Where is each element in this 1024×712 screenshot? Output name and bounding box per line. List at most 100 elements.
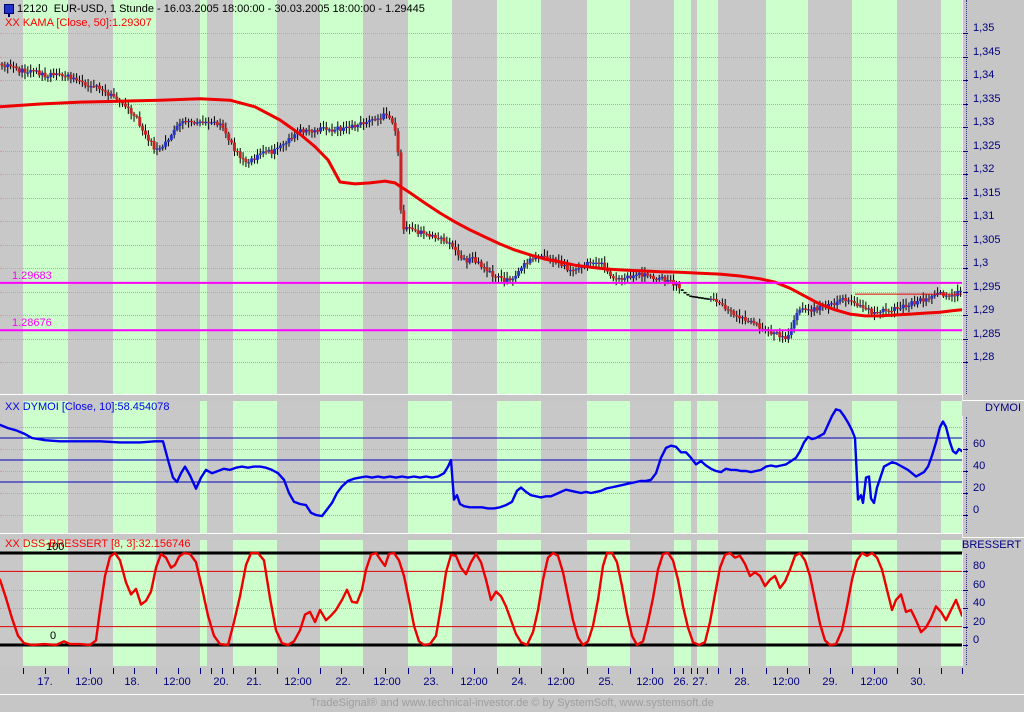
candle-body — [898, 308, 902, 310]
candle-body — [910, 301, 914, 306]
candle-body — [563, 265, 567, 267]
candle-body — [631, 275, 635, 279]
dotted-gridline — [0, 515, 962, 516]
time-axis-tick — [630, 668, 631, 674]
candle-body — [63, 76, 67, 78]
time-axis-tick — [156, 668, 157, 674]
bressert-indicator-label[interactable]: XX DSS-BRESSERT [8, 3]:32.156746 — [5, 538, 191, 550]
time-axis-tick — [519, 668, 520, 674]
candle-body — [95, 85, 99, 87]
candle-body — [281, 144, 285, 146]
time-axis-tick — [608, 668, 609, 674]
dymoi-indicator-label[interactable]: XX DYMOI [Close, 10]:58.454078 — [5, 401, 170, 413]
time-axis-tick — [697, 668, 698, 674]
candle-body — [623, 278, 627, 280]
chart-symbol-icon — [4, 4, 14, 17]
candle-body — [230, 140, 234, 143]
dotted-gridline — [0, 471, 962, 472]
axis-tick — [963, 315, 968, 316]
candle-body — [149, 140, 153, 142]
candle-body — [789, 328, 793, 335]
candle-body — [43, 72, 47, 78]
candle-body — [218, 123, 222, 125]
dotted-gridline — [0, 150, 962, 152]
panel-separator-2[interactable] — [0, 533, 1024, 540]
time-axis-tick — [320, 668, 321, 674]
candle-body — [333, 129, 337, 132]
kama-line — [0, 97, 962, 318]
candle-body — [568, 270, 572, 272]
price-axis-column[interactable] — [962, 0, 1024, 694]
candle-body — [215, 121, 219, 125]
candle-body — [362, 122, 366, 125]
candle-body — [674, 282, 678, 286]
candle-body — [772, 332, 776, 335]
candle-body — [232, 142, 236, 151]
candle-body — [798, 309, 802, 313]
candle-body — [158, 148, 162, 150]
candle-body — [72, 77, 76, 80]
candle-body — [207, 121, 211, 124]
time-axis-label: 22. — [335, 676, 351, 688]
candle-body — [141, 125, 145, 131]
axis-label: 1,285 — [973, 328, 1001, 340]
axis-label: 1,31 — [973, 210, 995, 222]
time-axis-tick — [200, 668, 201, 674]
hline-label-upper[interactable]: 1.29683 — [12, 270, 52, 282]
session-stripe — [674, 0, 691, 666]
candle-body — [390, 117, 394, 123]
candle-body — [729, 310, 733, 312]
candle-body — [456, 250, 460, 256]
axis-label: 1,345 — [973, 46, 1001, 58]
candle-body — [594, 262, 598, 264]
candle-body — [465, 258, 469, 263]
axis-label: 1,315 — [973, 187, 1001, 199]
candle-body — [330, 129, 334, 132]
chart-plot-area[interactable] — [0, 0, 962, 666]
axis-dotted-line — [966, 417, 967, 533]
candle-body — [893, 307, 897, 312]
kama-indicator-label[interactable]: XX KAMA [Close, 50]:1.29307 — [5, 17, 152, 29]
time-axis-tick — [919, 668, 920, 674]
candle-body — [542, 255, 546, 257]
candle-body — [666, 280, 670, 282]
time-axis-tick — [874, 668, 875, 674]
candle-body — [918, 298, 922, 302]
candle-body — [201, 121, 205, 124]
candle-body — [924, 298, 928, 302]
candle-body — [482, 267, 486, 269]
candle-body — [829, 303, 833, 305]
candle-body — [109, 93, 113, 96]
candle-body — [531, 258, 535, 260]
time-axis-tick — [23, 668, 24, 674]
candle-body — [804, 308, 808, 310]
candle-body — [534, 257, 538, 259]
time-axis[interactable]: 17. 12:00 18. 12:00 20. 21. 12:00 22. 12:00 23. 12… — [0, 666, 1024, 694]
dotted-gridline — [0, 608, 962, 610]
candle-body — [112, 93, 116, 97]
time-axis-label: 17. — [37, 676, 53, 688]
candle-body — [210, 122, 214, 124]
candle-body — [485, 267, 489, 272]
candle-body — [720, 303, 724, 305]
session-stripe — [941, 0, 962, 666]
time-axis-label: 27. — [692, 676, 708, 688]
candle-body — [37, 70, 41, 76]
candle-body — [603, 262, 607, 269]
dotted-gridline — [0, 174, 962, 175]
candle-body — [184, 121, 188, 123]
candle-body — [574, 269, 578, 271]
bressert-line — [0, 551, 962, 647]
candle-body — [522, 263, 526, 268]
flat-dash — [703, 297, 707, 300]
status-bar: TradeSignal® and www.technical-investor.… — [0, 694, 1024, 712]
time-axis-tick — [683, 668, 684, 674]
hline-label-lower[interactable]: 1.28676 — [12, 317, 52, 329]
candle-body — [743, 317, 747, 321]
candle-body — [439, 237, 443, 239]
candle-body — [60, 74, 64, 77]
panel-separator-1[interactable] — [0, 394, 1024, 401]
candle-body — [69, 74, 73, 80]
candle-body — [221, 123, 225, 129]
